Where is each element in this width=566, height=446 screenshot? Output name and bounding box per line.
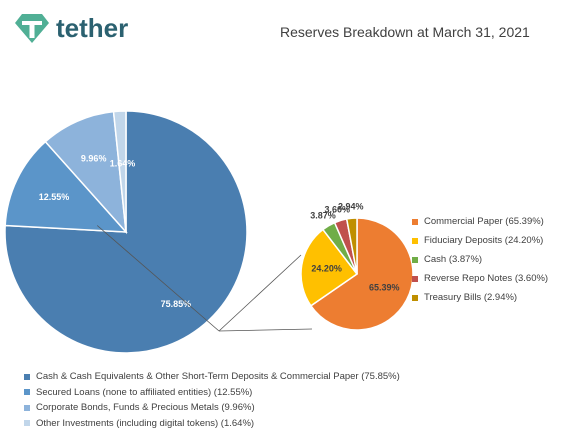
pie1-slice-treasury-bills	[345, 217, 358, 275]
breakdown-legend-label: Commercial Paper (65.39%)	[424, 216, 544, 227]
breakdown-legend-item: Reverse Repo Notes (3.60%)	[412, 269, 548, 288]
breakdown-legend-item: Cash (3.87%)	[412, 250, 548, 269]
breakdown-legend-item: Commercial Paper (65.39%)	[412, 212, 548, 231]
breakdown-legend-label: Reverse Repo Notes (3.60%)	[424, 273, 549, 284]
breakdown-legend-item: Treasury Bills (2.94%)	[412, 288, 548, 307]
main-legend-label: Other Investments (including digital tok…	[36, 417, 255, 429]
pie0-data-label: 12.55%	[39, 192, 70, 202]
main-legend-label: Cash & Cash Equivalents & Other Short-Te…	[36, 371, 400, 383]
breakdown-legend-swatch	[412, 256, 418, 263]
breakdown-legend-swatch	[412, 237, 418, 244]
pie1-data-label: 3.60%	[325, 204, 351, 214]
breakdown-legend-label: Fiduciary Deposits (24.20%)	[424, 235, 544, 246]
pie1-data-label: 24.20%	[311, 264, 342, 274]
breakdown-legend-swatch	[412, 275, 418, 282]
main-legend-item: Other Investments (including digital tok…	[24, 416, 400, 432]
brand-wordmark: tether	[56, 13, 128, 43]
breakdown-legend-item: Fiduciary Deposits (24.20%)	[412, 231, 548, 250]
pie1-data-label: 65.39%	[369, 283, 400, 293]
main-legend-swatch	[24, 404, 30, 411]
connector-line-lower	[96, 225, 220, 332]
pie0-slice-other-investments-including-digital-tokens	[112, 110, 127, 233]
connector-line-upper	[218, 254, 302, 332]
main-legend-label: Corporate Bonds, Funds & Precious Metals…	[36, 402, 255, 414]
breakdown-pie-legend: Commercial Paper (65.39%) Fiduciary Depos…	[412, 212, 548, 307]
pie1-data-label: 3.87%	[310, 211, 336, 221]
pie0-data-label: 9.96%	[81, 153, 107, 163]
pie1-data-label: 2.94%	[338, 202, 364, 212]
pie1-slice-fiduciary-deposits	[300, 228, 359, 307]
tether-logo: tether	[15, 13, 128, 43]
page-title: Reserves Breakdown at March 31, 2021	[280, 24, 530, 40]
breakdown-legend-swatch	[412, 294, 418, 301]
main-legend-item: Secured Loans (none to affiliated entiti…	[24, 385, 400, 401]
main-legend-swatch	[24, 373, 30, 380]
pie0-slice-corporate-bonds-funds-precious-metals	[44, 110, 127, 235]
pie0-data-label: 1.64%	[110, 159, 136, 169]
main-legend-swatch	[24, 389, 30, 396]
main-legend-swatch	[24, 420, 30, 427]
breakdown-legend-label: Treasury Bills (2.94%)	[424, 292, 518, 303]
main-legend-item: Cash & Cash Equivalents & Other Short-Te…	[24, 369, 400, 385]
breakdown-legend-label: Cash (3.87%)	[424, 254, 483, 265]
main-legend-label: Secured Loans (none to affiliated entiti…	[36, 386, 253, 398]
tether-t-glyph-icon	[22, 21, 42, 38]
main-pie-legend: Cash & Cash Equivalents & Other Short-Te…	[24, 369, 400, 431]
breakdown-legend-swatch	[412, 218, 418, 225]
pie0-slice-secured-loans-none-to-affiliated-entities	[4, 140, 128, 233]
connector-line-base	[218, 328, 313, 332]
pie1-slice-commercial-paper	[309, 217, 414, 331]
pie0-data-label: 75.85%	[161, 299, 192, 309]
main-legend-item: Corporate Bonds, Funds & Precious Metals…	[24, 400, 400, 416]
